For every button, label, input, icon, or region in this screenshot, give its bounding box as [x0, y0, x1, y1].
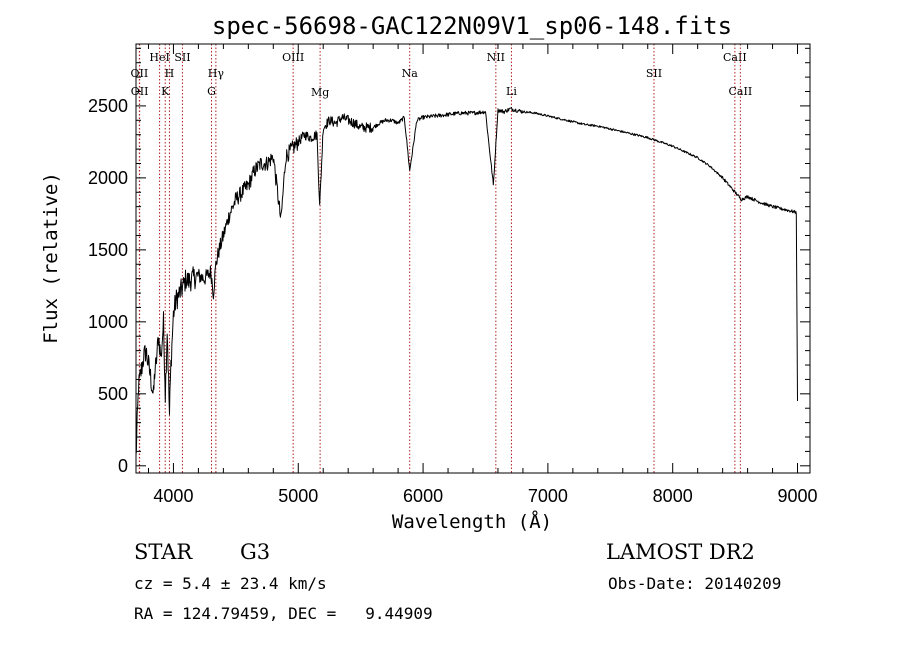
- x-axis-label: Wavelength (Å): [392, 510, 552, 533]
- spectral-line-markers: OIIOIIHeIHKSIIHγGOIIIMgNaNIILiSIICaIICaI…: [131, 44, 753, 473]
- spectral-line-label: K: [161, 85, 170, 98]
- spectral-line-label: OIII: [282, 51, 304, 64]
- spectral-line-label: Na: [402, 67, 419, 80]
- flux-series: [135, 107, 798, 456]
- spectral-line-label: SII: [174, 51, 190, 64]
- chart-title: spec-56698-GAC122N09V1_sp06-148.fits: [212, 12, 732, 40]
- spectral-line-label: HeI: [149, 51, 169, 64]
- survey-label: LAMOST DR2: [606, 540, 755, 564]
- class-label: STAR: [134, 540, 193, 564]
- x-tick-label: 8000: [653, 486, 693, 506]
- x-tick-label: 5000: [278, 486, 318, 506]
- spectral-line-label: Hγ: [208, 67, 225, 80]
- spectral-line-label: SII: [646, 67, 662, 80]
- obs-date-text: Obs-Date: 20140209: [608, 574, 782, 593]
- spectral-line-label: Li: [506, 85, 517, 98]
- spectral-line-label: H: [165, 67, 175, 80]
- y-tick-label: 0: [118, 456, 128, 476]
- subclass-label: G3: [240, 540, 271, 564]
- spectral-line-label: CaII: [723, 51, 747, 64]
- spectral-line-label: Mg: [311, 86, 329, 99]
- spectral-line-label: CaII: [729, 85, 753, 98]
- y-tick-label: 1000: [88, 312, 128, 332]
- x-tick-label: 6000: [403, 486, 443, 506]
- spectral-line-label: NII: [487, 51, 505, 64]
- y-tick-label: 2000: [88, 168, 128, 188]
- x-tick-label: 7000: [528, 486, 568, 506]
- spectral-line-label: G: [207, 85, 216, 98]
- flux-line: [135, 107, 798, 456]
- y-axis-label: Flux (relative): [40, 172, 62, 344]
- y-tick-label: 1500: [88, 240, 128, 260]
- y-tick-label: 500: [98, 384, 128, 404]
- x-tick-label: 4000: [153, 486, 193, 506]
- plot-frame: [135, 43, 811, 474]
- y-tick-label: 2500: [88, 96, 128, 116]
- x-tick-label: 9000: [777, 486, 817, 506]
- coordinates-text: RA = 124.79459, DEC = 9.44909: [134, 604, 433, 623]
- axis-ticks: 4000 5000 6000 7000 8000 9000 0 500 1000 1500 2000…: [88, 44, 818, 506]
- redshift-text: cz = 5.4 ± 23.4 km/s: [134, 574, 327, 593]
